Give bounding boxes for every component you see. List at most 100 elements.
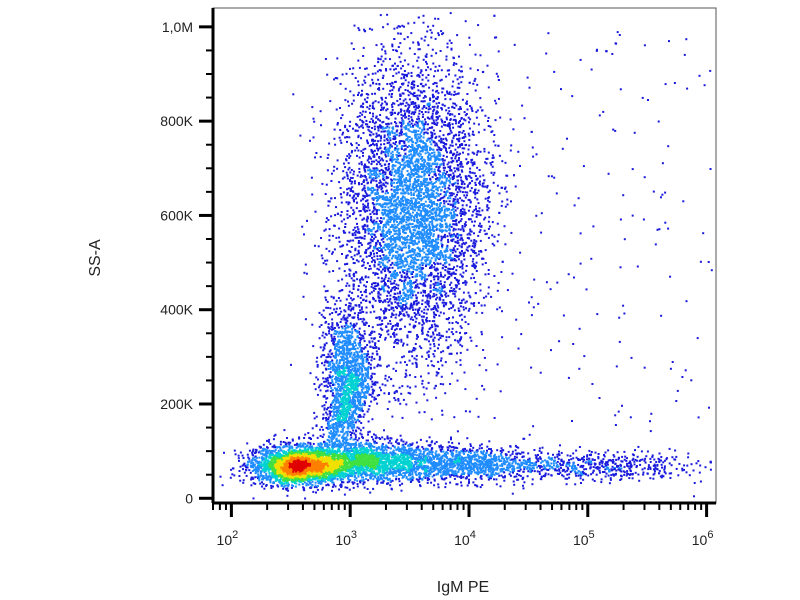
scatter-point	[313, 475, 316, 478]
scatter-point	[249, 464, 252, 467]
scatter-point	[373, 452, 376, 455]
scatter-point	[279, 460, 282, 463]
scatter-point	[327, 484, 330, 487]
scatter-point	[292, 465, 295, 468]
scatter-point	[266, 452, 269, 455]
scatter-point	[309, 463, 311, 466]
scatter-point	[317, 482, 320, 485]
scatter-point	[344, 486, 347, 489]
scatter-point	[360, 456, 363, 459]
scatter-point	[277, 479, 280, 482]
scatter-point	[341, 481, 343, 483]
scatter-point	[378, 447, 380, 450]
scatter-point	[330, 474, 333, 477]
scatter-point	[252, 463, 255, 466]
scatter-point	[351, 458, 354, 461]
scatter-point	[272, 449, 275, 452]
scatter-point	[355, 461, 358, 464]
scatter-point	[292, 476, 295, 479]
scatter-point	[291, 474, 294, 476]
scatter-point	[347, 474, 350, 477]
scatter-point	[309, 455, 312, 458]
scatter-point	[344, 439, 347, 442]
scatter-point	[250, 484, 253, 487]
scatter-point	[295, 449, 298, 452]
scatter-point	[273, 475, 276, 478]
scatter-point	[378, 469, 381, 472]
scatter-point	[248, 469, 251, 472]
scatter-point	[307, 483, 310, 486]
scatter-point	[446, 446, 449, 449]
scatter-point	[254, 469, 257, 472]
scatter-point	[313, 463, 316, 466]
scatter-point	[418, 449, 421, 452]
scatter-point	[416, 446, 419, 449]
scatter-point	[411, 479, 414, 482]
scatter-point	[380, 445, 383, 448]
scatter-point	[310, 479, 313, 482]
scatter-point	[303, 462, 306, 465]
scatter-point	[290, 461, 293, 464]
scatter-point	[284, 465, 287, 468]
scatter-point	[284, 464, 287, 467]
scatter-point	[271, 465, 274, 467]
scatter-point	[331, 485, 334, 488]
scatter-point	[258, 479, 261, 482]
scatter-point	[274, 454, 277, 457]
scatter-point	[290, 462, 293, 465]
scatter-point	[270, 468, 273, 471]
scatter-point	[306, 476, 309, 479]
scatter-point	[279, 452, 282, 455]
scatter-point	[344, 455, 347, 458]
scatter-point	[345, 442, 348, 445]
scatter-point	[318, 474, 321, 477]
scatter-point	[276, 472, 279, 475]
scatter-point	[350, 446, 352, 449]
scatter-point	[348, 488, 351, 491]
scatter-point	[336, 477, 339, 480]
scatter-point	[428, 453, 431, 456]
scatter-point	[289, 454, 292, 457]
scatter-point	[305, 466, 308, 469]
scatter-point	[281, 458, 284, 461]
scatter-point	[307, 458, 310, 461]
scatter-point	[315, 486, 318, 489]
scatter-point	[329, 468, 332, 471]
scatter-point	[261, 456, 264, 459]
scatter-point	[353, 447, 356, 450]
scatter-point	[284, 452, 287, 454]
scatter-point	[243, 471, 246, 474]
scatter-point	[241, 454, 244, 457]
scatter-point	[314, 451, 317, 453]
scatter-point	[219, 475, 222, 478]
scatter-point	[310, 446, 313, 449]
scatter-point	[323, 470, 325, 473]
scatter-point	[252, 448, 255, 451]
scatter-point	[306, 467, 309, 470]
scatter-point	[466, 484, 469, 487]
scatter-point	[321, 488, 324, 491]
scatter-point	[282, 446, 285, 449]
scatter-point	[266, 439, 268, 442]
scatter-point	[261, 477, 264, 480]
scatter-point	[281, 472, 284, 475]
scatter-point	[268, 468, 271, 471]
scatter-point	[356, 483, 359, 485]
scatter-point	[294, 485, 297, 488]
scatter-point	[262, 475, 265, 478]
scatter-point	[339, 452, 342, 455]
scatter-point	[297, 471, 300, 474]
scatter-point	[379, 438, 382, 440]
scatter-point	[368, 442, 371, 445]
scatter-point	[352, 463, 355, 466]
scatter-point	[533, 470, 536, 473]
scatter-point	[382, 476, 385, 479]
scatter-point	[258, 463, 261, 466]
scatter-point	[272, 467, 275, 470]
scatter-point	[244, 465, 247, 468]
scatter-point	[409, 481, 412, 483]
scatter-point	[273, 461, 276, 464]
scatter-point	[238, 475, 241, 477]
scatter-point	[338, 488, 341, 491]
scatter-point	[285, 488, 288, 491]
